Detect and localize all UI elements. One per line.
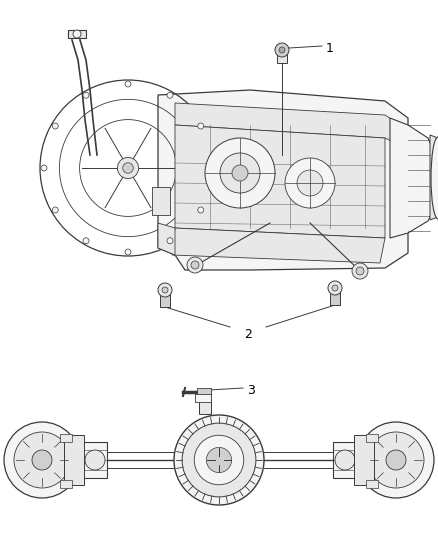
Text: 2: 2 xyxy=(244,328,252,342)
Circle shape xyxy=(368,432,424,488)
Text: 3: 3 xyxy=(247,384,255,397)
Circle shape xyxy=(386,450,406,470)
Bar xyxy=(277,53,287,63)
Circle shape xyxy=(41,165,47,171)
Polygon shape xyxy=(390,118,432,238)
Circle shape xyxy=(32,450,52,470)
Circle shape xyxy=(83,92,89,98)
Circle shape xyxy=(162,287,168,293)
Circle shape xyxy=(209,165,215,171)
Bar xyxy=(68,30,86,38)
Circle shape xyxy=(52,123,58,129)
Circle shape xyxy=(187,257,203,273)
Circle shape xyxy=(174,415,264,505)
Circle shape xyxy=(366,456,374,464)
Circle shape xyxy=(85,450,105,470)
Bar xyxy=(83,442,107,478)
Circle shape xyxy=(182,423,256,497)
Circle shape xyxy=(123,163,133,173)
Circle shape xyxy=(125,81,131,87)
Circle shape xyxy=(52,207,58,213)
Circle shape xyxy=(352,263,368,279)
Circle shape xyxy=(198,123,204,129)
Circle shape xyxy=(332,285,338,291)
Circle shape xyxy=(125,249,131,255)
Circle shape xyxy=(158,283,172,297)
Circle shape xyxy=(279,47,285,53)
Circle shape xyxy=(191,261,199,269)
Polygon shape xyxy=(430,135,438,220)
Circle shape xyxy=(232,165,248,181)
Circle shape xyxy=(297,170,323,196)
Bar xyxy=(366,434,378,442)
Circle shape xyxy=(198,207,204,213)
Polygon shape xyxy=(175,103,400,145)
Circle shape xyxy=(4,422,80,498)
Ellipse shape xyxy=(431,137,438,219)
Bar xyxy=(366,480,378,488)
Polygon shape xyxy=(158,90,408,270)
Circle shape xyxy=(206,447,232,473)
Circle shape xyxy=(335,450,355,470)
Bar xyxy=(197,388,211,396)
Circle shape xyxy=(220,153,260,193)
Circle shape xyxy=(205,138,275,208)
Circle shape xyxy=(358,422,434,498)
Circle shape xyxy=(328,281,342,295)
Bar xyxy=(330,291,340,305)
Circle shape xyxy=(275,43,289,57)
Bar xyxy=(64,435,84,485)
Bar xyxy=(199,394,211,414)
Circle shape xyxy=(83,238,89,244)
Circle shape xyxy=(167,238,173,244)
Bar xyxy=(60,434,72,442)
Bar xyxy=(152,187,170,215)
Circle shape xyxy=(194,435,244,484)
Circle shape xyxy=(14,432,70,488)
Bar xyxy=(354,435,374,485)
Bar xyxy=(160,293,170,307)
Circle shape xyxy=(285,158,335,208)
Circle shape xyxy=(73,30,81,38)
Polygon shape xyxy=(175,125,385,238)
Circle shape xyxy=(356,267,364,275)
Circle shape xyxy=(117,157,138,179)
Bar xyxy=(333,442,357,478)
Polygon shape xyxy=(172,228,385,263)
Bar xyxy=(60,480,72,488)
Polygon shape xyxy=(158,223,175,255)
Bar xyxy=(195,394,211,402)
Circle shape xyxy=(167,92,173,98)
Text: 1: 1 xyxy=(326,42,334,54)
